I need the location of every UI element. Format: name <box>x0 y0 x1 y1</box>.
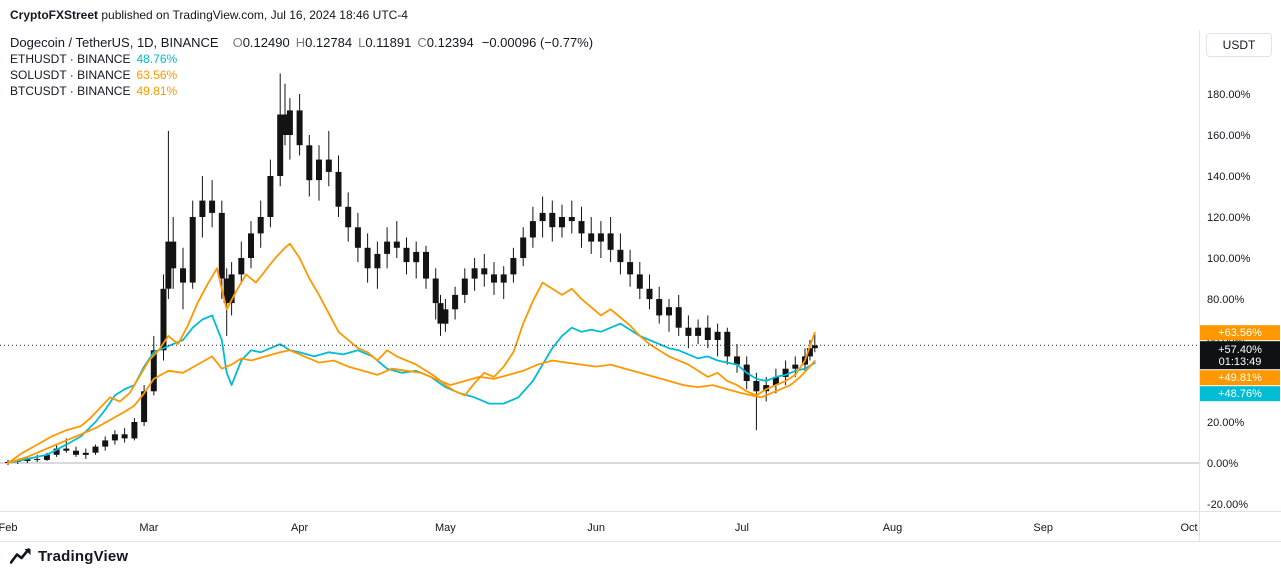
chart-plot-area[interactable] <box>0 30 1199 511</box>
y-axis-label: 20.00% <box>1207 417 1245 429</box>
y-axis-label: 0.00% <box>1207 458 1238 470</box>
ohlc-value: 0.12394 <box>426 35 474 50</box>
ohlc-value: 0.12784 <box>305 35 353 50</box>
compare-symbol: BTCUSDT · BINANCE <box>10 84 131 98</box>
compare-row[interactable]: BTCUSDT · BINANCE 49.81% <box>10 83 593 99</box>
footer-bar: TradingView <box>0 541 1281 571</box>
y-axis-label: 180.00% <box>1207 89 1251 101</box>
x-axis-label: Sep <box>1033 522 1053 534</box>
price-axis[interactable] <box>1199 30 1281 511</box>
time-axis[interactable] <box>0 511 1281 541</box>
price-tag-+63.56%: +63.56% <box>1200 325 1280 341</box>
price-tag-+48.76%: +48.76% <box>1200 386 1280 402</box>
compare-symbol: ETHUSDT · BINANCE <box>10 52 131 66</box>
x-axis-label: Oct <box>1180 522 1197 534</box>
main-series-row[interactable]: Dogecoin / TetherUS, 1D, BINANCE O0.12490… <box>10 34 593 51</box>
x-axis-label: Jun <box>587 522 605 534</box>
compare-symbol: SOLUSDT · BINANCE <box>10 68 131 82</box>
publisher-name: CryptoFXStreet <box>10 8 99 22</box>
ohlc-key: L <box>358 35 366 50</box>
ohlc-value: 0.11891 <box>365 35 412 50</box>
compare-row[interactable]: SOLUSDT · BINANCE 63.56% <box>10 67 593 83</box>
compare-row[interactable]: ETHUSDT · BINANCE 48.76% <box>10 51 593 67</box>
compare-value: 63.56% <box>136 68 178 82</box>
x-axis-label: Apr <box>291 522 308 534</box>
y-axis-label: -20.00% <box>1207 499 1248 511</box>
x-axis-label: Jul <box>735 522 749 534</box>
chart-canvas[interactable]: 180.00% 160.00% 140.00% 120.00% 100.00% 80.00… <box>0 30 1281 541</box>
x-axis-label: Feb <box>0 522 17 534</box>
symbol-title[interactable]: Dogecoin / TetherUS, 1D, BINANCE <box>10 35 219 50</box>
y-axis-label: 100.00% <box>1207 253 1251 265</box>
price-tag-+49.81%: +49.81% <box>1200 370 1280 386</box>
ohlc-values: O0.12490 H0.12784 L0.11891 C0.12394 <box>227 35 474 50</box>
y-axis-label: 120.00% <box>1207 212 1251 224</box>
svg-text:+49.81%: +49.81% <box>1218 372 1262 384</box>
compare-value: 49.81% <box>136 84 178 98</box>
tradingview-wordmark[interactable]: TradingView <box>38 548 129 565</box>
compare-rows: ETHUSDT · BINANCE 48.76% SOLUSDT · BINANCE… <box>10 51 593 99</box>
attribution-text: published on TradingView.com, Jul 16, 20… <box>98 8 408 22</box>
chart-widget: 180.00% 160.00% 140.00% 120.00% 100.00% 80.00… <box>0 30 1281 541</box>
svg-text:+48.76%: +48.76% <box>1218 388 1262 400</box>
svg-text:01:13:49: 01:13:49 <box>1219 356 1262 368</box>
x-axis-label: Mar <box>139 522 158 534</box>
currency-toggle-button[interactable]: USDT <box>1206 33 1272 57</box>
ohlc-key: O <box>232 35 243 50</box>
line-ETHUSDT[interactable] <box>7 314 816 464</box>
ohlc-key: C <box>417 35 427 50</box>
y-axis-label: 80.00% <box>1207 294 1245 306</box>
doge-candles <box>5 73 818 466</box>
attribution-bar: CryptoFXStreet published on TradingView.… <box>0 0 1281 30</box>
ohlc-value: 0.12490 <box>242 35 290 50</box>
line-BTCUSDT[interactable] <box>7 349 816 464</box>
change-value: −0.00096 (−0.77%) <box>481 35 594 50</box>
svg-text:+63.56%: +63.56% <box>1218 327 1262 339</box>
y-axis-label: 140.00% <box>1207 171 1251 183</box>
line-SOLUSDT[interactable] <box>7 242 816 464</box>
compare-value: 48.76% <box>136 52 178 66</box>
svg-text:+57.40%: +57.40% <box>1218 344 1262 356</box>
price-tag-+57.40%: +57.40%01:13:49 <box>1200 341 1280 370</box>
x-axis-label: May <box>435 522 456 534</box>
tradingview-logo-icon[interactable] <box>10 548 31 565</box>
y-axis-label: 160.00% <box>1207 130 1251 142</box>
ohlc-key: H <box>295 35 306 50</box>
x-axis-label: Aug <box>883 522 903 534</box>
legend: Dogecoin / TetherUS, 1D, BINANCE O0.12490… <box>10 34 593 99</box>
